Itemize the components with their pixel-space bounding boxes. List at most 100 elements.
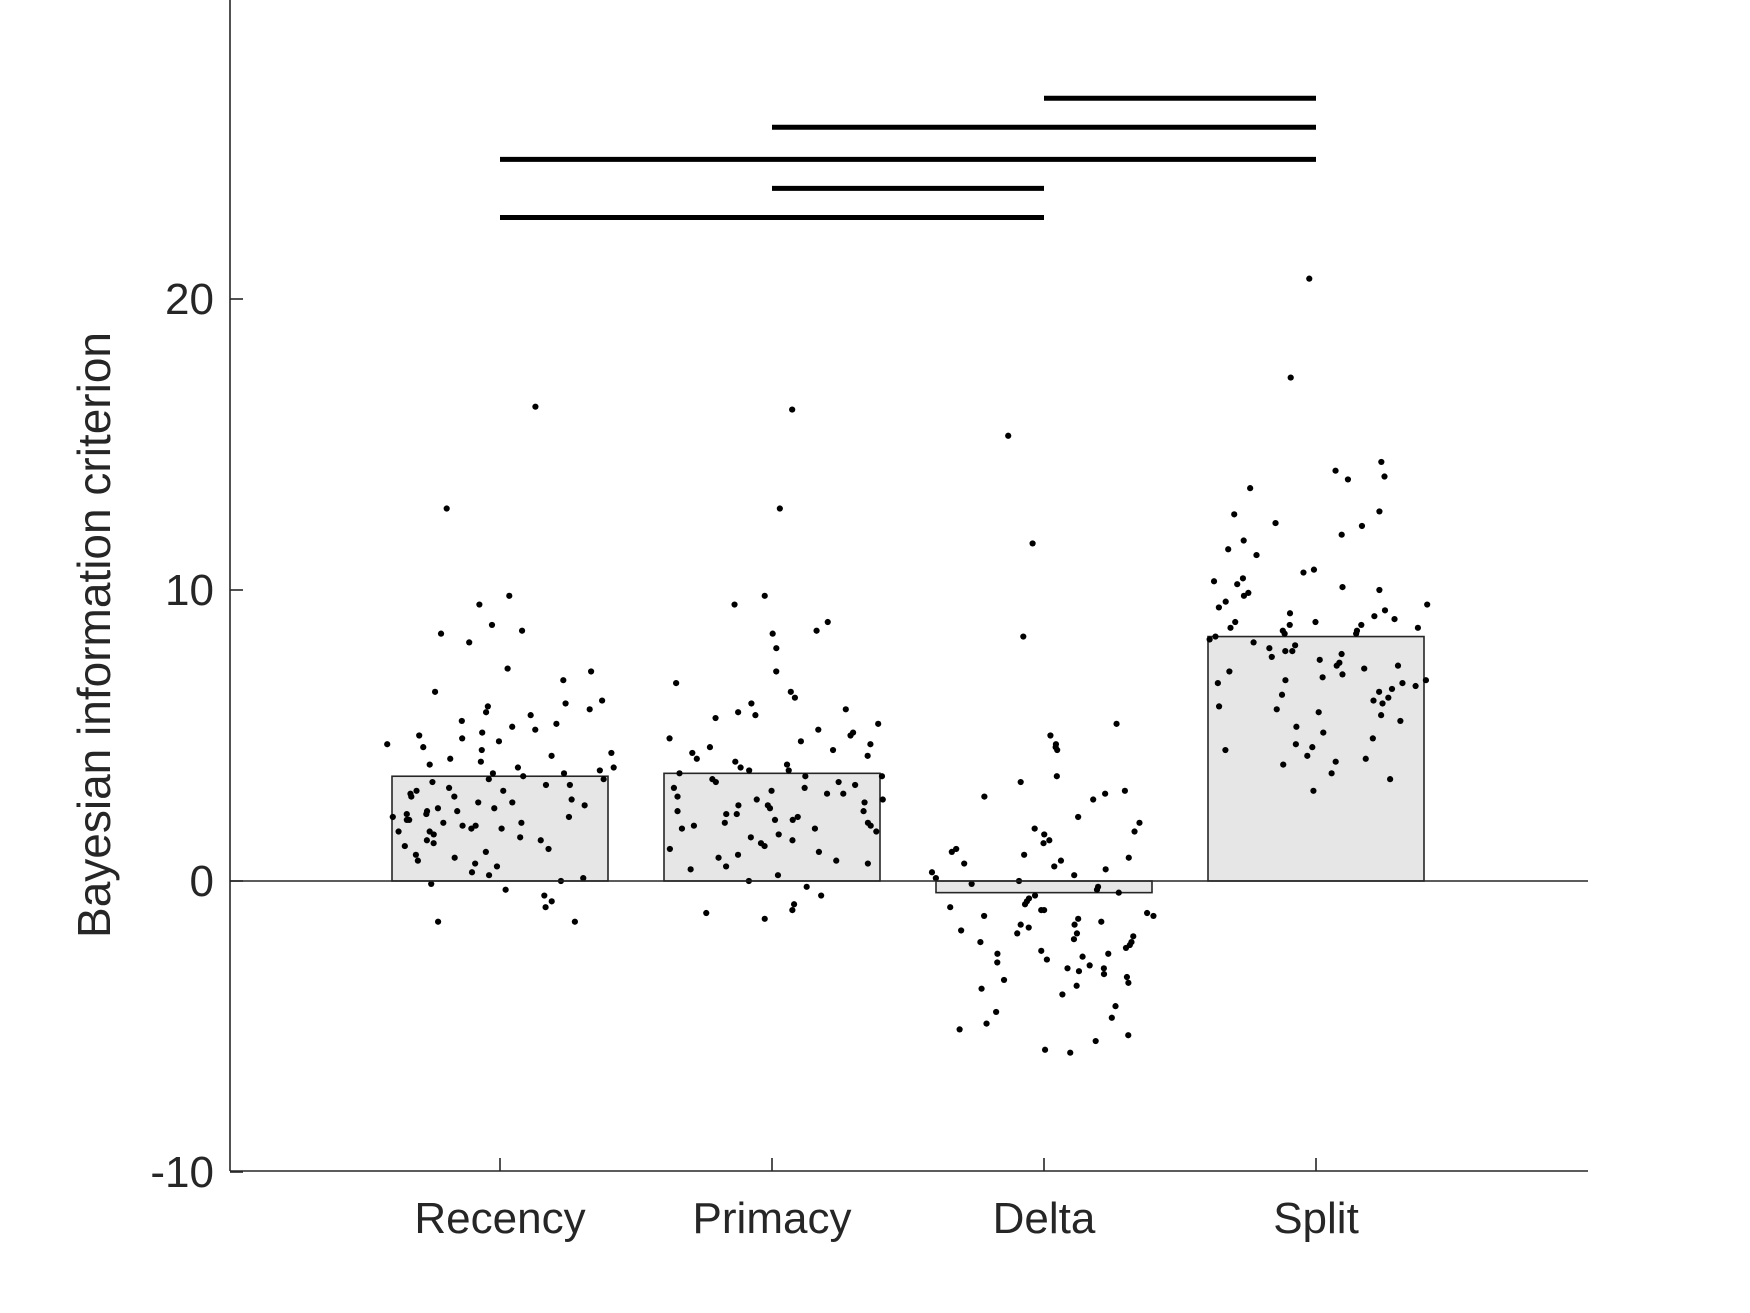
point-recency xyxy=(586,706,593,713)
point-split xyxy=(1385,694,1392,701)
point-split xyxy=(1292,741,1299,748)
point-split xyxy=(1370,697,1377,704)
point-split xyxy=(1292,642,1299,649)
significance-bars xyxy=(500,95,1316,221)
point-primacy xyxy=(712,714,719,722)
point-primacy xyxy=(815,848,823,856)
point-recency xyxy=(395,828,402,835)
point-split xyxy=(1328,770,1335,777)
point-primacy xyxy=(789,816,796,823)
point-primacy xyxy=(715,854,722,861)
point-recency xyxy=(568,796,575,803)
point-split xyxy=(1387,776,1394,783)
point-split xyxy=(1215,703,1223,710)
point-split xyxy=(1391,616,1398,623)
point-delta xyxy=(1021,901,1029,908)
point-delta xyxy=(1143,909,1151,917)
point-delta xyxy=(1090,796,1097,803)
point-delta xyxy=(1073,930,1081,937)
point-split xyxy=(1281,630,1288,637)
point-recency xyxy=(600,776,607,783)
point-primacy xyxy=(789,406,796,413)
point-recency xyxy=(468,869,476,876)
point-recency xyxy=(537,837,544,844)
point-primacy xyxy=(666,845,673,853)
point-recency xyxy=(596,767,603,774)
point-split xyxy=(1381,473,1388,480)
point-primacy xyxy=(674,793,681,800)
point-split xyxy=(1240,592,1248,599)
point-recency xyxy=(478,746,485,754)
point-recency xyxy=(459,822,466,829)
point-recency xyxy=(485,872,493,879)
point-split xyxy=(1289,648,1296,655)
point-split xyxy=(1240,537,1247,544)
point-delta xyxy=(1100,965,1107,972)
point-delta xyxy=(1017,778,1024,786)
point-delta xyxy=(1031,825,1038,832)
point-delta xyxy=(994,950,1001,957)
point-primacy xyxy=(776,505,783,512)
point-primacy xyxy=(689,749,696,757)
point-delta xyxy=(981,912,988,920)
point-split xyxy=(1222,746,1229,754)
point-recency xyxy=(553,720,560,727)
point-recency xyxy=(401,842,408,850)
point-recency xyxy=(476,601,483,608)
y-tick-label: 10 xyxy=(165,566,214,615)
point-recency xyxy=(504,665,511,672)
point-delta xyxy=(1093,886,1101,893)
point-recency xyxy=(548,898,555,905)
point-primacy xyxy=(835,778,842,786)
point-primacy xyxy=(818,892,825,899)
point-delta xyxy=(1040,840,1047,847)
point-split xyxy=(1234,581,1241,588)
point-primacy xyxy=(774,872,782,879)
point-split xyxy=(1266,645,1273,652)
point-split xyxy=(1378,458,1385,466)
point-split xyxy=(1371,613,1378,620)
point-split xyxy=(1293,723,1300,730)
point-recency xyxy=(437,630,445,637)
point-delta xyxy=(1041,831,1048,838)
point-recency xyxy=(403,816,410,823)
y-ticks: -10 0 10 20 xyxy=(150,275,243,1197)
point-primacy xyxy=(734,851,742,858)
point-primacy xyxy=(723,810,730,818)
point-primacy xyxy=(878,773,886,780)
point-split xyxy=(1378,712,1385,719)
point-primacy xyxy=(670,784,678,791)
point-primacy xyxy=(666,735,673,742)
point-delta xyxy=(1112,1003,1119,1010)
point-primacy xyxy=(823,790,831,797)
point-delta xyxy=(1113,720,1120,727)
point-primacy xyxy=(867,741,874,748)
point-primacy xyxy=(867,822,874,829)
data-points xyxy=(384,275,1431,1056)
point-split xyxy=(1253,551,1260,559)
point-recency xyxy=(532,726,539,733)
point-delta xyxy=(1075,813,1082,821)
point-primacy xyxy=(722,863,730,870)
point-recency xyxy=(423,837,430,844)
point-primacy xyxy=(773,645,780,652)
point-delta xyxy=(1150,912,1157,920)
point-recency xyxy=(430,831,437,838)
point-primacy xyxy=(829,746,837,754)
point-split xyxy=(1361,665,1368,672)
point-delta xyxy=(1102,790,1109,797)
point-delta xyxy=(1038,947,1045,954)
point-recency xyxy=(466,639,473,646)
point-primacy xyxy=(712,778,719,786)
point-primacy xyxy=(815,726,822,733)
point-split xyxy=(1310,787,1317,794)
point-primacy xyxy=(789,837,796,844)
point-primacy xyxy=(732,758,739,765)
point-split xyxy=(1245,589,1252,597)
point-recency xyxy=(408,793,415,800)
point-primacy xyxy=(753,796,760,803)
point-recency xyxy=(451,854,458,861)
point-primacy xyxy=(842,706,849,713)
point-primacy xyxy=(773,668,780,675)
